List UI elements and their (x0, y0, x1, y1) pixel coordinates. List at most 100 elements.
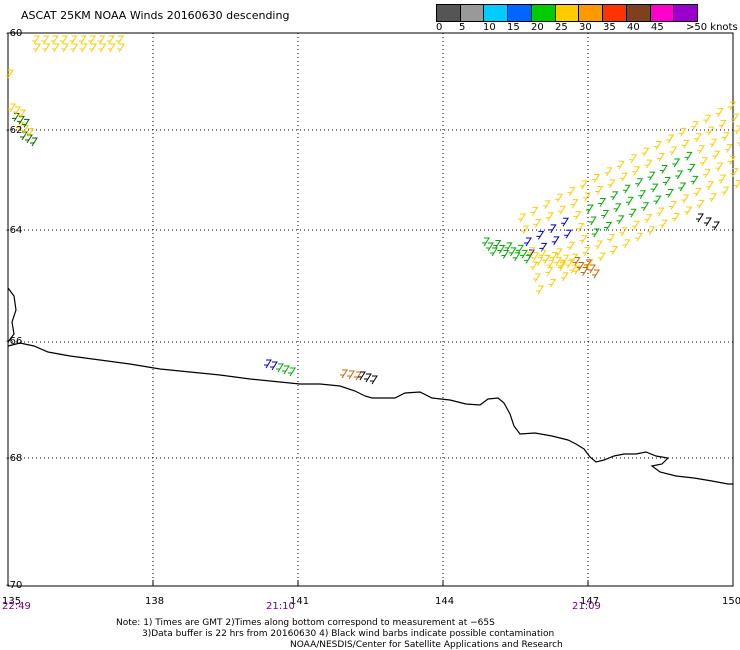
wind-barb (604, 221, 613, 231)
wind-barb (718, 120, 727, 129)
wind-barb (567, 187, 576, 196)
wind-barb (656, 207, 665, 217)
wind-barb (653, 195, 662, 205)
time-label-2: 21:10 (266, 601, 295, 612)
wind-barb (42, 43, 51, 53)
wind-barb (708, 193, 717, 203)
footer-note-2: 3)Data buffer is 22 hrs from 20160630 4)… (142, 629, 555, 639)
wind-barb (622, 184, 631, 194)
wind-barb (565, 259, 574, 269)
wind-barb (51, 43, 60, 53)
wind-barb (107, 43, 116, 53)
wind-barb (354, 371, 362, 381)
wind-barb (69, 35, 78, 45)
wind-barb (684, 206, 693, 216)
wind-barb (545, 266, 554, 276)
wind-barb (638, 190, 647, 199)
legend-swatch (554, 5, 579, 21)
wind-barb (585, 204, 594, 214)
wind-barb (30, 137, 38, 147)
wind-barb (536, 285, 544, 295)
wind-barb (724, 144, 733, 153)
legend-swatch (507, 5, 531, 21)
wind-barb (50, 35, 59, 45)
wind-barb (482, 237, 490, 247)
wind-barb (530, 206, 539, 216)
wind-barb (116, 35, 124, 45)
footer-credit: NOAA/NESDIS/Center for Satellite Applica… (290, 640, 563, 650)
wind-barb (668, 201, 677, 210)
wind-barb (501, 249, 510, 259)
wind-barb (631, 220, 640, 230)
wind-barb (647, 226, 656, 235)
wind-barb (22, 118, 30, 128)
wind-barb (560, 272, 569, 282)
wind-barb (681, 194, 690, 204)
legend-swatch (673, 5, 698, 21)
wind-barb (696, 145, 705, 155)
wind-barb (542, 200, 551, 210)
wind-barb (535, 257, 544, 267)
wind-barb (619, 227, 628, 237)
wind-barb (678, 182, 687, 192)
wind-barb (78, 35, 87, 45)
wind-barb (598, 197, 607, 207)
wind-barb (671, 213, 680, 222)
legend-swatch (530, 5, 555, 21)
wind-barb (681, 139, 690, 149)
wind-barb (486, 242, 494, 252)
wind-barb (595, 185, 604, 195)
legend-tick-label: 25 (555, 22, 568, 33)
legend-tick-label: 0 (436, 22, 443, 33)
wind-barb (276, 363, 284, 373)
wind-barb (662, 177, 671, 186)
wind-barb (733, 180, 740, 189)
wind-barb (588, 216, 597, 226)
wind-barb (730, 168, 739, 177)
wind-barb (97, 35, 106, 45)
wind-barb (669, 146, 678, 156)
wind-barb (659, 165, 668, 174)
footer-note-1: Note: 1) Times are GMT 2)Times along bot… (116, 618, 495, 628)
wind-barb (89, 43, 97, 53)
wind-barb (675, 170, 684, 180)
wind-barb (573, 211, 582, 220)
wind-barb (715, 162, 724, 172)
legend-swatch (578, 5, 603, 21)
wind-barb (530, 261, 538, 271)
wind-barb (573, 265, 581, 275)
wind-barb (709, 138, 718, 148)
wind-barb (604, 167, 613, 177)
wind-barb (597, 252, 606, 262)
wind-barb (490, 247, 498, 257)
lat-label-62: -62 (6, 125, 23, 136)
wind-barb (684, 151, 693, 161)
wind-barb (693, 133, 702, 143)
wind-barb (6, 69, 14, 79)
wind-barb (696, 199, 705, 209)
map-title: ASCAT 25KM NOAA Winds 20160630 descendin… (21, 9, 290, 22)
wind-barb (607, 179, 616, 189)
wind-barb (564, 229, 572, 239)
time-label-1: 22:49 (2, 601, 31, 612)
wind-barb (561, 217, 569, 227)
wind-barb (531, 252, 540, 262)
legend-swatch (483, 5, 508, 21)
lon-label-144: 144 (435, 596, 455, 607)
wind-barb (41, 35, 50, 45)
wind-barb (533, 218, 542, 228)
wind-barb (672, 158, 681, 168)
wind-barb (8, 103, 16, 113)
wind-barb (591, 228, 600, 238)
wind-barb (542, 254, 551, 264)
lon-label-150: 150 (722, 596, 740, 607)
wind-barb (572, 257, 581, 266)
legend-tick-label: 15 (507, 22, 520, 33)
legend-swatch (649, 5, 674, 21)
wind-barb (641, 202, 650, 211)
legend-tick-label: 45 (651, 22, 664, 33)
wind-barb (545, 212, 554, 222)
wind-barb (647, 171, 656, 181)
wind-barb (579, 235, 588, 244)
